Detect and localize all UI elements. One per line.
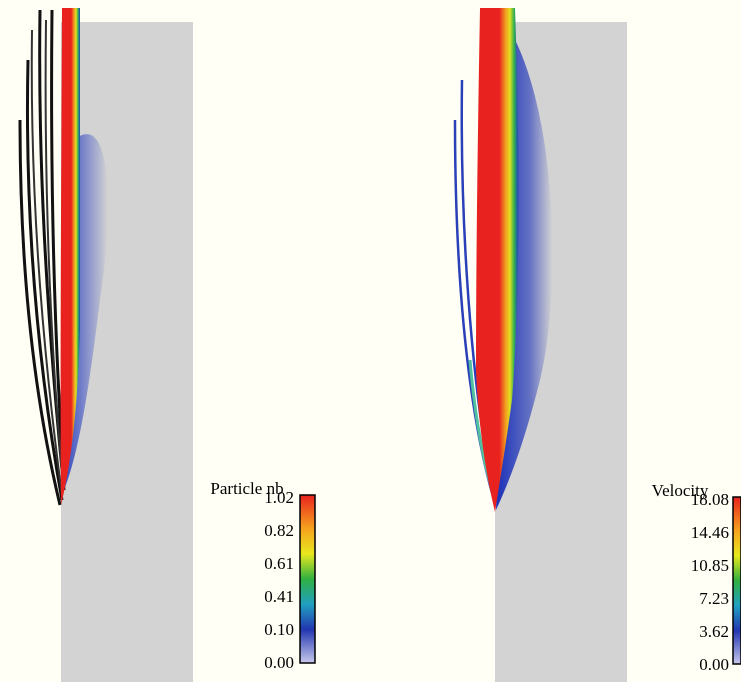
colorbar-tick-label: 0.00	[264, 653, 294, 672]
colorbar-label: Velocity	[652, 481, 709, 500]
colorbar-ticks: 1.02 0.82 0.61 0.41 0.10 0.00	[264, 488, 294, 672]
colorbar-ticks: 18.08 14.46 10.85 7.23 3.62 0.00	[691, 490, 729, 674]
colorbar	[732, 496, 741, 665]
left-panel: Particle nb 1.02 0.82 0.61 0.41 0.10 0.00	[18, 8, 316, 682]
particle-tracks	[18, 9, 66, 506]
colorbar	[299, 494, 316, 664]
colorbar-tick-label: 3.62	[699, 622, 729, 641]
right-panel: Velocity 18.08 14.46 10.85 7.23 3.62 0.00	[453, 8, 741, 682]
colorbar-tick-label: 0.10	[264, 620, 294, 639]
colorbar-tick-label: 18.08	[691, 490, 729, 509]
jet	[60, 8, 80, 505]
colorbar-tick-label: 0.41	[264, 587, 294, 606]
colorbar-label: Particle nb	[210, 479, 283, 498]
colorbar-tick-label: 1.02	[264, 488, 294, 507]
particle-tracks	[30, 19, 64, 496]
colorbar-tick-label: 7.23	[699, 589, 729, 608]
colorbar-tick-label: 0.61	[264, 554, 294, 573]
colorbar-tick-label: 10.85	[691, 556, 729, 575]
colorbar-tick-label: 0.00	[699, 655, 729, 674]
colorbar-tick-label: 14.46	[691, 523, 729, 542]
colorbar-tick-label: 0.82	[264, 521, 294, 540]
jet	[476, 8, 519, 512]
